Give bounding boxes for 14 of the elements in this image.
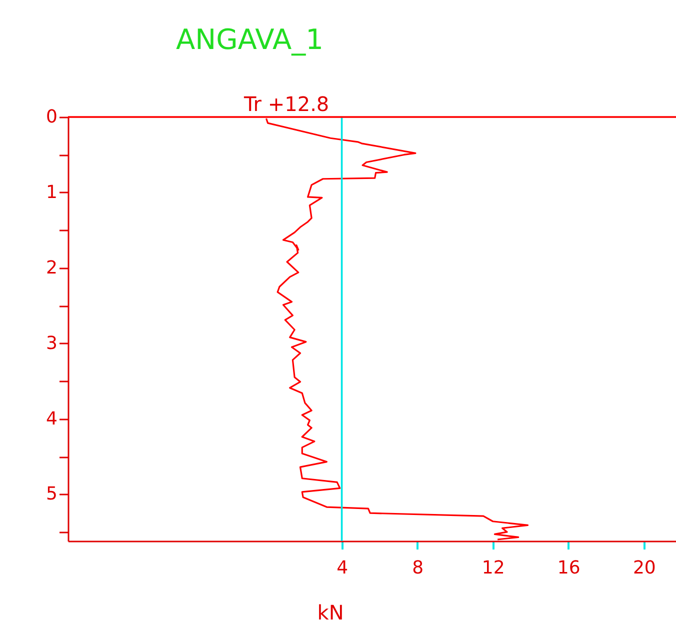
y-tick-label: 0 [46, 106, 58, 128]
x-tick-label: 8 [412, 558, 424, 578]
x-tick-label: 20 [632, 558, 656, 578]
x-axis-title: kN [317, 600, 344, 624]
chart-title: ANGAVA_1 [176, 23, 324, 56]
y-tick-label: 5 [46, 484, 58, 505]
y-tick-label: 1 [46, 182, 58, 203]
y-tick-label: 4 [46, 408, 58, 430]
x-tick-label: 4 [336, 558, 348, 578]
y-tick-label: 2 [46, 257, 58, 278]
text: Tr +12.8 [243, 92, 330, 116]
x-tick-label: 16 [557, 558, 580, 578]
x-tick-label: 12 [482, 558, 505, 578]
y-tick-label: 3 [46, 332, 58, 354]
